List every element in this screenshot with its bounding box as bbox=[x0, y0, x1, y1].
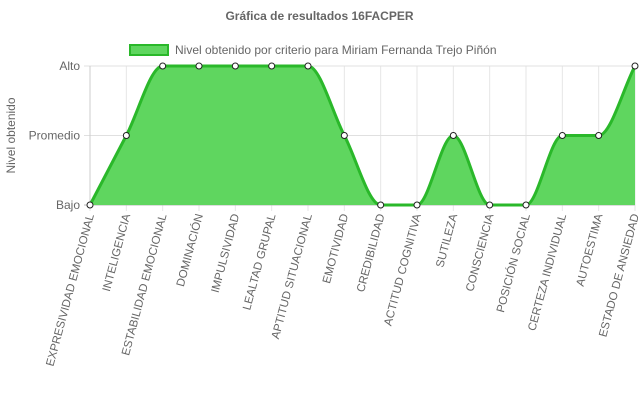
x-tick-label: SUTILEZA bbox=[434, 212, 460, 269]
data-point[interactable] bbox=[268, 62, 276, 70]
data-point[interactable] bbox=[231, 62, 239, 70]
x-tick-label: EXPRESIVIDAD EMOCIONAL bbox=[45, 212, 97, 368]
x-tick-label: EMOTIVIDAD bbox=[321, 213, 351, 285]
data-point[interactable] bbox=[122, 132, 130, 139]
data-point[interactable] bbox=[86, 201, 94, 209]
x-tick-label: LEALTAD GRUPAL bbox=[241, 212, 278, 311]
data-point[interactable] bbox=[449, 132, 457, 139]
x-tick-label: INTELIGENCIA bbox=[101, 212, 133, 293]
chart-title: Gráfica de resultados 16FACPER bbox=[225, 9, 414, 23]
x-tick-label: IMPULSIVIDAD bbox=[210, 213, 243, 295]
x-tick-label: POSICIÓN SOCIAL bbox=[494, 212, 533, 314]
y-tick-label: Bajo bbox=[56, 198, 80, 212]
data-point[interactable] bbox=[340, 132, 348, 139]
y-tick-label: Alto bbox=[59, 59, 80, 73]
legend-label: Nivel obtenido por criterio para Miriam … bbox=[175, 43, 497, 57]
x-tick-label: APTITUD SITUACIONAL bbox=[270, 212, 315, 340]
data-point[interactable] bbox=[159, 62, 167, 70]
legend[interactable]: Nivel obtenido por criterio para Miriam … bbox=[129, 42, 497, 58]
x-tick-label: ACTITUD COGNITIVA bbox=[382, 212, 424, 327]
data-point[interactable] bbox=[195, 62, 203, 70]
data-point[interactable] bbox=[595, 132, 603, 139]
x-tick-label: ESTADO DE ANSIEDAD bbox=[597, 213, 639, 339]
y-tick-label: Promedio bbox=[29, 129, 81, 143]
data-point[interactable] bbox=[304, 62, 312, 70]
data-point[interactable] bbox=[631, 62, 639, 70]
x-tick-label: DOMINACIÓN bbox=[174, 212, 206, 288]
data-point[interactable] bbox=[486, 201, 494, 209]
data-point[interactable] bbox=[522, 201, 530, 209]
data-point[interactable] bbox=[413, 201, 421, 209]
x-tick-label: AUTOESTIMA bbox=[575, 212, 606, 287]
x-tick-label: CONSCIENCIA bbox=[464, 212, 496, 293]
data-point[interactable] bbox=[377, 201, 385, 209]
data-point[interactable] bbox=[558, 132, 566, 139]
x-tick-label: CREDIBILIDAD bbox=[355, 213, 387, 294]
x-tick-label: CERTEZA INDIVIDUAL bbox=[526, 212, 569, 332]
legend-swatch bbox=[129, 44, 169, 56]
series-area bbox=[90, 66, 635, 205]
series-line bbox=[88, 64, 637, 207]
y-axis-title: Nivel obtenido bbox=[4, 97, 18, 173]
